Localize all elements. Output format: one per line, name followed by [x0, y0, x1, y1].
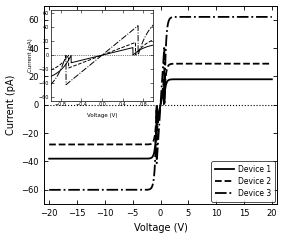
Device 3	[73, 188, 76, 191]
Line: Device 1: Device 1	[49, 79, 272, 159]
Device 3	[270, 16, 274, 18]
Device 1	[48, 157, 51, 160]
Device 1	[270, 78, 274, 81]
Device 1	[86, 157, 89, 160]
Device 1	[266, 78, 269, 81]
Device 2	[133, 143, 136, 146]
Y-axis label: Current (pA): Current (pA)	[6, 75, 16, 135]
Device 2	[48, 143, 51, 146]
Device 2	[73, 143, 76, 146]
Device 3	[266, 16, 269, 18]
Device 1	[133, 157, 136, 160]
Device 3	[242, 16, 245, 18]
Line: Device 3: Device 3	[49, 17, 272, 190]
Device 1	[143, 157, 146, 160]
Device 2	[242, 62, 245, 65]
Device 3	[48, 188, 51, 191]
Device 3	[143, 188, 146, 191]
X-axis label: Voltage (V): Voltage (V)	[134, 223, 187, 234]
Device 3	[215, 16, 218, 18]
Legend: Device 1, Device 2, Device 3: Device 1, Device 2, Device 3	[211, 161, 275, 202]
Device 2	[270, 62, 274, 65]
Device 2	[86, 143, 89, 146]
Device 2	[215, 62, 218, 65]
Device 1	[242, 78, 245, 81]
Device 2	[143, 143, 146, 146]
Line: Device 2: Device 2	[49, 64, 272, 145]
Device 3	[86, 188, 89, 191]
Device 1	[73, 157, 76, 160]
Device 1	[214, 78, 218, 81]
Device 2	[266, 62, 269, 65]
Device 3	[133, 188, 136, 191]
